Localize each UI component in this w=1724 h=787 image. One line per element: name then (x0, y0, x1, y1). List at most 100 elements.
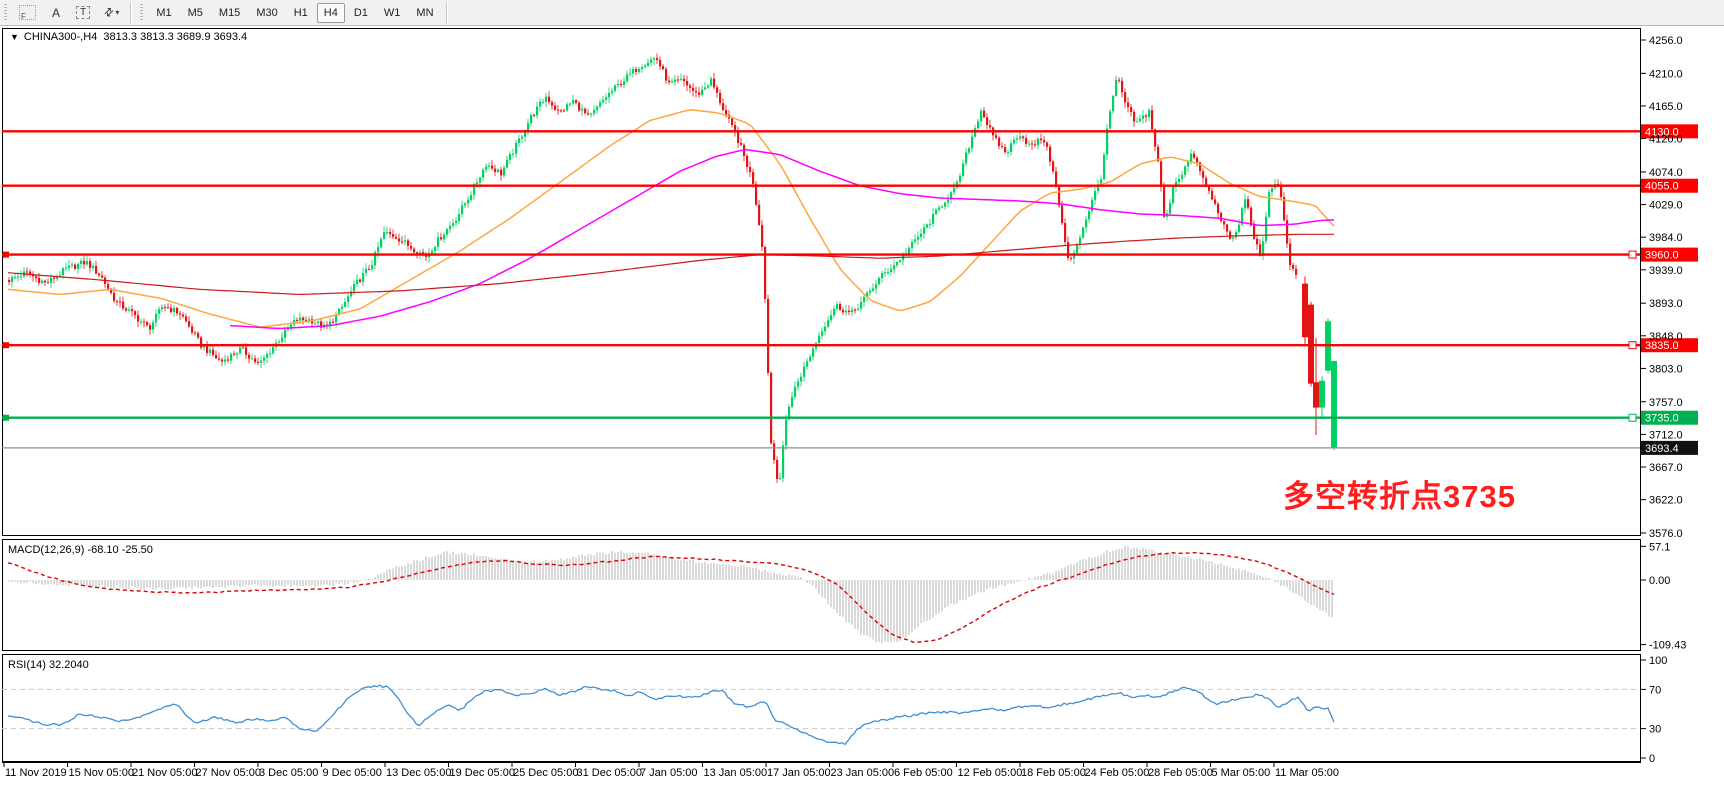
price-badge (1641, 178, 1698, 193)
timeframe-M30[interactable]: M30 (256, 6, 278, 19)
hline-4055.0[interactable]: 4055.0 (2, 178, 1698, 193)
chart-title-text: CHINA300-,H4 3813.3 3813.3 3689.9 3693.4 (23, 31, 248, 43)
time-tick-label: 23 Jan 05:00 (831, 767, 895, 779)
svg-text:100: 100 (1649, 655, 1667, 667)
cursor-arrows-tool-icon[interactable]: ⇅ ▾ (100, 5, 120, 21)
text-tool-icon[interactable]: T (70, 3, 96, 23)
timeframe-MN[interactable]: MN (416, 6, 434, 19)
time-tick-label: 25 Dec 05:00 (513, 767, 578, 779)
rsi-axis: 100 70 30 0 (1641, 655, 1667, 765)
ma-magenta-line (229, 148, 1335, 330)
toolbar-separator-2 (445, 1, 448, 24)
hline-3735.0[interactable]: 3735.0 (2, 410, 1698, 425)
rsi-indicator-label: RSI(14) 32.2040 (8, 659, 89, 671)
toolbar-drag-handle-2[interactable] (140, 3, 144, 22)
time-tick-label: 18 Feb 05:00 (1021, 767, 1086, 779)
hline-handle-left[interactable] (3, 251, 9, 258)
timeframe-M15[interactable]: M15 (218, 6, 241, 19)
chart-title: ▼ CHINA300-,H4 3813.3 3813.3 3689.9 3693.… (10, 31, 247, 43)
toolbar-separator (130, 1, 133, 24)
hline-3835.0[interactable]: 3835.0 (2, 338, 1698, 353)
time-tick-label: 7 Jan 05:00 (640, 767, 698, 779)
current-price-badge-text: 3693.4 (1645, 443, 1679, 455)
macd-indicator-label: MACD(12,26,9) -68.10 -25.50 (8, 544, 153, 556)
price-badge (1641, 338, 1698, 353)
time-tick-label: 31 Dec 05:00 (577, 767, 642, 779)
price-badge (1641, 410, 1698, 425)
ma-red-line (7, 233, 1334, 296)
hline-4130.0[interactable]: 4130.0 (2, 124, 1698, 139)
time-tick-label: 19 Dec 05:00 (450, 767, 515, 779)
svg-text:3984.0: 3984.0 (1649, 232, 1683, 244)
price-badge-text: 4130.0 (1645, 126, 1679, 138)
time-tick-label: 27 Nov 05:00 (196, 767, 261, 779)
svg-text:30: 30 (1649, 724, 1661, 736)
svg-text:3848.0: 3848.0 (1649, 331, 1683, 343)
timeframe-W1[interactable]: W1 (383, 6, 401, 19)
label-a-tool-icon[interactable]: A (51, 5, 60, 20)
hline-handle-left[interactable] (3, 414, 9, 421)
price-badge (1641, 124, 1698, 139)
timeframe-D1[interactable]: D1 (353, 6, 368, 19)
time-tick-label: 5 Mar 05:00 (1212, 767, 1271, 779)
svg-text:4074.0: 4074.0 (1649, 167, 1683, 179)
collapse-triangle-icon[interactable]: ▼ (10, 32, 19, 42)
timeframe-H1[interactable]: H1 (293, 6, 308, 19)
price-badge-text: 3735.0 (1645, 413, 1679, 425)
time-tick-label: 12 Feb 05:00 (958, 767, 1023, 779)
hline-handle[interactable] (1628, 250, 1637, 259)
rsi-pane-border (2, 654, 1641, 762)
svg-text:3712.0: 3712.0 (1649, 429, 1683, 441)
time-tick-label: 11 Nov 2019 (5, 767, 67, 779)
svg-text:3622.0: 3622.0 (1649, 495, 1683, 507)
hline-3960.0[interactable]: 3960.0 (2, 247, 1698, 262)
macd-pane-border (2, 539, 1641, 651)
time-tick-label: 15 Nov 05:00 (69, 767, 134, 779)
toolbar-drag-handle[interactable] (4, 3, 7, 22)
svg-text:57.1: 57.1 (1649, 541, 1670, 553)
ma-orange-line (7, 109, 1335, 328)
timeframe-M5[interactable]: M5 (187, 6, 203, 19)
format-tool-icon[interactable]: F (13, 3, 42, 23)
time-tick-label: 21 Nov 05:00 (132, 767, 197, 779)
svg-text:3803.0: 3803.0 (1649, 363, 1683, 375)
price-badge-text: 4055.0 (1645, 181, 1679, 193)
price-pane-border (2, 28, 1641, 536)
time-tick-label: 13 Dec 05:00 (386, 767, 451, 779)
time-tick-label: 9 Dec 05:00 (323, 767, 382, 779)
time-tick-label: 17 Jan 05:00 (767, 767, 831, 779)
hline-handle[interactable] (1628, 341, 1637, 350)
svg-text:4120.0: 4120.0 (1649, 134, 1683, 146)
price-badge (1641, 247, 1698, 262)
timeframe-H4[interactable]: H4 (316, 2, 345, 23)
toolbar: F A T ⇅ ▾ M1 M5 M15 M30 H1 H4 D1 W1 MN (0, 0, 1724, 26)
macd-signal-line (7, 551, 1335, 644)
svg-text:4256.0: 4256.0 (1649, 35, 1683, 47)
svg-text:3757.0: 3757.0 (1649, 397, 1683, 409)
svg-text:3576.0: 3576.0 (1649, 528, 1683, 540)
svg-text:3939.0: 3939.0 (1649, 265, 1683, 277)
svg-text:3667.0: 3667.0 (1649, 462, 1683, 474)
hline-handle-left[interactable] (3, 342, 9, 349)
time-tick-label: 3 Dec 05:00 (259, 767, 318, 779)
hline-handle[interactable] (1628, 413, 1637, 422)
svg-text:3893.0: 3893.0 (1649, 298, 1683, 310)
price-badge-text: 3960.0 (1645, 250, 1679, 262)
svg-text:4165.0: 4165.0 (1649, 101, 1683, 113)
svg-text:4029.0: 4029.0 (1649, 200, 1683, 212)
svg-text:-109.43: -109.43 (1649, 640, 1686, 652)
price-axis: 4256.0 4210.0 4165.0 4120.0 4074.0 4029.0 3984… (1641, 35, 1683, 540)
time-tick-label: 6 Feb 05:00 (894, 767, 953, 779)
svg-text:0: 0 (1649, 753, 1655, 765)
svg-text:70: 70 (1649, 684, 1661, 696)
timeframe-M1[interactable]: M1 (156, 6, 172, 19)
time-tick-label: 11 Mar 05:00 (1275, 767, 1339, 779)
time-tick-label: 24 Feb 05:00 (1085, 767, 1150, 779)
annotation-text: 多空转折点3735 (1283, 479, 1516, 514)
macd-axis: 57.1 0.00 -109.43 (1641, 541, 1686, 652)
rsi-line (8, 684, 1335, 746)
macd-series (8, 545, 1333, 643)
svg-text:4210.0: 4210.0 (1649, 68, 1683, 80)
